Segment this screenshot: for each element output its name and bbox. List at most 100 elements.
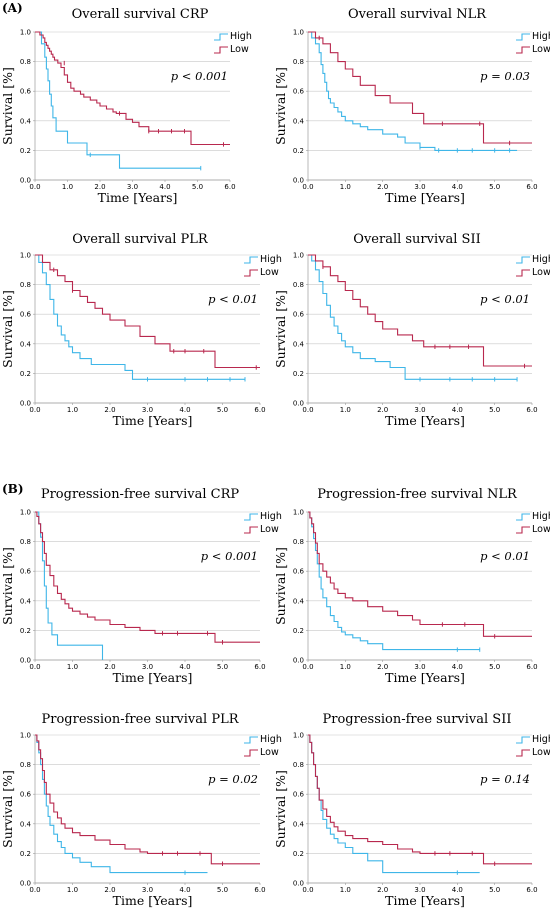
y-tick-label: 0.2	[293, 850, 304, 858]
y-tick-label: 0.8	[293, 281, 304, 289]
km-chart-5: Progression-free survival CRP 0.0 0.2 0.4 0.…	[0, 487, 282, 685]
km-chart-4: Overall survival SII 0.0 0.2 0.4 0.6 0.8 1.0 0.…	[273, 232, 550, 428]
km-curve-high	[35, 511, 104, 660]
panel-b-label: (B)	[2, 482, 24, 496]
km-curve-low	[308, 511, 532, 637]
y-tick-label: 0.4	[293, 597, 305, 605]
y-tick-label: 0.6	[20, 568, 32, 576]
chart-title: Overall survival NLR	[348, 7, 487, 22]
y-tick-label: 0.2	[20, 147, 31, 155]
y-tick-label: 1.0	[293, 29, 304, 37]
y-tick-label: 0.0	[20, 880, 31, 888]
x-axis-label: Time [Years]	[385, 190, 465, 205]
legend-label-low: Low	[260, 747, 279, 758]
x-tick-label: 5.0	[192, 183, 203, 191]
y-tick-label: 0.4	[20, 597, 32, 605]
y-tick-label: 0.6	[293, 568, 305, 576]
legend-label-high: High	[532, 254, 550, 265]
y-tick-label: 1.0	[293, 252, 304, 260]
y-axis-label: Survival [%]	[0, 290, 15, 368]
legend-swatch-low	[244, 526, 258, 534]
x-tick-label: 3.0	[142, 663, 153, 671]
legend-swatch-low	[244, 749, 258, 757]
y-tick-label: 0.4	[20, 820, 32, 828]
legend-label-high: High	[532, 31, 550, 42]
x-tick-label: 4.0	[452, 406, 463, 414]
y-tick-label: 0.8	[20, 281, 31, 289]
x-tick-label: 5.0	[489, 663, 500, 671]
y-tick-label: 0.8	[293, 58, 304, 66]
x-tick-label: 1.0	[67, 886, 78, 894]
x-tick-label: 2.0	[377, 183, 388, 191]
legend-swatch-high	[214, 33, 228, 41]
legend-swatch-high	[244, 736, 258, 744]
legend-swatch-low	[244, 269, 258, 277]
x-tick-label: 2.0	[377, 886, 388, 894]
x-axis-label: Time [Years]	[113, 893, 193, 908]
x-tick-label: 0.0	[302, 886, 313, 894]
km-curve-high	[35, 31, 201, 169]
p-value-label: p = 0.03	[480, 69, 530, 83]
p-value-label: p < 0.001	[171, 69, 228, 83]
km-chart-7: Progression-free survival PLR 0.0 0.2 0.4 0.…	[0, 712, 282, 908]
p-value-label: p < 0.01	[208, 292, 258, 306]
y-axis-label: Survival [%]	[0, 67, 15, 145]
x-tick-label: 1.0	[340, 663, 351, 671]
x-tick-label: 6.0	[254, 886, 265, 894]
x-tick-label: 5.0	[217, 406, 228, 414]
x-axis-label: Time [Years]	[113, 670, 193, 685]
legend-swatch-high	[244, 256, 258, 264]
x-tick-label: 3.0	[414, 406, 425, 414]
legend-swatch-high	[516, 256, 530, 264]
p-value-label: p < 0.01	[480, 292, 530, 306]
chart-title: Progression-free survival NLR	[317, 487, 518, 502]
chart-title: Progression-free survival PLR	[42, 712, 240, 727]
km-curve-low	[35, 254, 260, 369]
legend-label-low: Low	[532, 267, 550, 278]
legend-swatch-low	[214, 46, 228, 54]
km-curve-high	[308, 511, 480, 651]
x-tick-label: 4.0	[179, 406, 190, 414]
x-axis-label: Time [Years]	[385, 893, 465, 908]
km-curve-low	[35, 31, 230, 146]
y-axis-label: Survival [%]	[273, 547, 288, 625]
y-tick-label: 0.8	[20, 538, 31, 546]
y-axis-label: Survival [%]	[273, 770, 288, 848]
legend-swatch-low	[516, 749, 530, 757]
km-chart-1: Overall survival CRP 0.0 0.2 0.4 0.6 0.8 1.0 0.…	[0, 7, 252, 205]
x-tick-label: 2.0	[104, 663, 115, 671]
y-tick-label: 0.8	[20, 761, 31, 769]
legend-swatch-high	[516, 33, 530, 41]
x-tick-label: 1.0	[67, 406, 78, 414]
x-tick-label: 4.0	[452, 183, 463, 191]
y-tick-label: 0.4	[293, 820, 305, 828]
p-value-label: p < 0.01	[480, 549, 530, 563]
x-tick-label: 5.0	[217, 663, 228, 671]
x-tick-label: 2.0	[104, 406, 115, 414]
x-tick-label: 3.0	[142, 406, 153, 414]
x-tick-label: 0.0	[29, 886, 40, 894]
legend-label-high: High	[532, 734, 550, 745]
x-tick-label: 5.0	[489, 886, 500, 894]
y-tick-label: 1.0	[20, 29, 31, 37]
y-tick-label: 0.0	[20, 657, 31, 665]
x-tick-label: 0.0	[29, 183, 40, 191]
x-tick-label: 0.0	[302, 406, 313, 414]
y-tick-label: 0.8	[293, 761, 304, 769]
x-tick-label: 2.0	[104, 886, 115, 894]
x-tick-label: 3.0	[414, 183, 425, 191]
km-curve-high	[35, 734, 208, 874]
x-tick-label: 1.0	[340, 886, 351, 894]
legend-label-low: Low	[260, 267, 279, 278]
x-tick-label: 0.0	[29, 406, 40, 414]
x-tick-label: 1.0	[340, 183, 351, 191]
y-tick-label: 0.2	[20, 850, 31, 858]
legend-swatch-low	[516, 526, 530, 534]
x-tick-label: 4.0	[452, 886, 463, 894]
chart-title: Overall survival PLR	[72, 232, 209, 247]
km-curve-low	[35, 511, 260, 643]
y-tick-label: 1.0	[293, 732, 304, 740]
x-axis-label: Time [Years]	[385, 670, 465, 685]
x-tick-label: 1.0	[340, 406, 351, 414]
legend-label-high: High	[260, 254, 282, 265]
